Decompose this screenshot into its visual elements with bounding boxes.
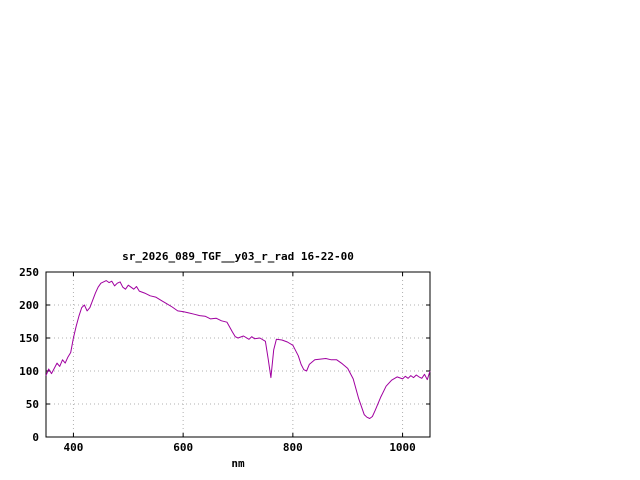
y-tick-label: 100	[19, 365, 39, 378]
x-tick-label: 1000	[389, 441, 416, 454]
x-tick-label: 400	[63, 441, 83, 454]
y-tick-label: 250	[19, 266, 39, 279]
x-axis-label: nm	[231, 457, 245, 470]
plot-border	[45, 271, 431, 438]
y-tick-label: 0	[32, 431, 39, 444]
y-tick-label: 50	[26, 398, 39, 411]
chart-title: sr_2026_089_TGF__y03_r_rad 16-22-00	[122, 250, 354, 263]
y-tick-label: 200	[19, 299, 39, 312]
data-line	[45, 280, 431, 419]
x-tick-label: 600	[173, 441, 193, 454]
y-tick-label: 150	[19, 332, 39, 345]
x-tick-label: 800	[283, 441, 303, 454]
